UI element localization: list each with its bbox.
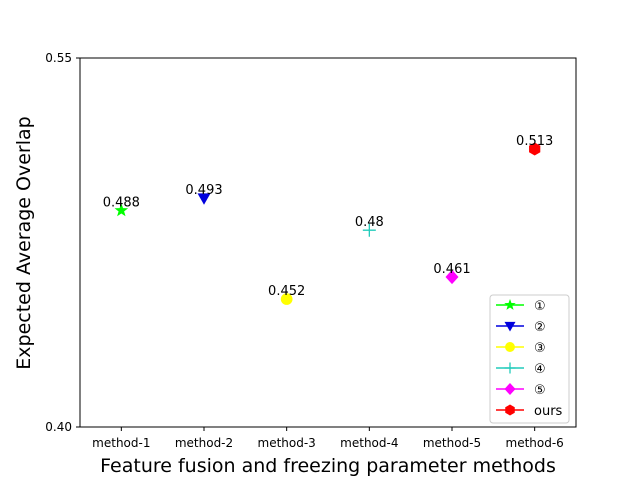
- data-label: 0.488: [103, 196, 140, 211]
- x-tick-label: method-6: [506, 436, 564, 450]
- legend-marker: [504, 298, 516, 310]
- data-point: [114, 203, 129, 217]
- data-point: [529, 142, 541, 156]
- legend-label: ②: [534, 320, 546, 335]
- x-axis: method-1 method-2 method-3 method-4 method-5…: [92, 427, 564, 450]
- data-point: [445, 269, 459, 285]
- x-axis-title: Feature fusion and freezing parameter me…: [100, 455, 556, 477]
- legend-marker: [505, 342, 515, 352]
- legend-label: ④: [534, 362, 546, 377]
- data-point: [280, 293, 293, 305]
- data-point: [362, 223, 376, 237]
- legend-label: ①: [534, 299, 546, 314]
- legend-marker: [504, 362, 516, 374]
- y-axis-title: Expected Average Overlap: [13, 116, 35, 369]
- legend-marker: [504, 321, 516, 332]
- data-labels: 0.488 0.493 0.452 0.48 0.461 0.513: [103, 134, 554, 299]
- data-label: 0.513: [516, 134, 553, 149]
- legend-marker: [504, 382, 516, 396]
- x-tick-label: method-5: [423, 436, 481, 450]
- y-tick-label: 0.55: [45, 51, 72, 65]
- legend-marker: [505, 404, 515, 416]
- data-points: [114, 142, 541, 305]
- data-label: 0.493: [185, 183, 222, 198]
- x-tick-label: method-3: [258, 436, 316, 450]
- legend-label: ⑤: [534, 383, 546, 398]
- y-tick-label: 0.40: [45, 420, 72, 434]
- x-tick-label: method-2: [175, 436, 233, 450]
- legend: ① ② ③ ④ ⑤ ours: [489, 294, 570, 424]
- legend-label: ③: [534, 341, 546, 356]
- data-point: [197, 193, 211, 205]
- y-axis: 0.40 0.55: [45, 51, 80, 434]
- x-tick-label: method-1: [92, 436, 150, 450]
- data-label: 0.461: [433, 262, 470, 277]
- x-tick-label: method-4: [340, 436, 398, 450]
- legend-label: ours: [534, 404, 563, 419]
- data-label: 0.452: [268, 284, 305, 299]
- data-label: 0.48: [355, 215, 384, 230]
